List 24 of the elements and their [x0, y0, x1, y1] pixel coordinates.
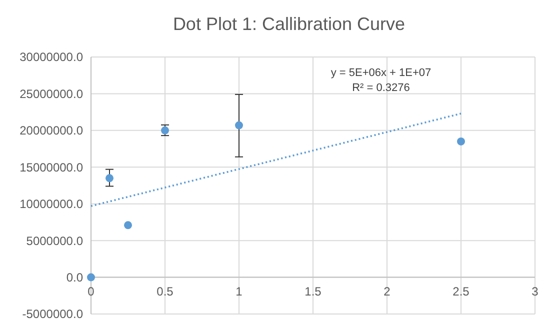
x-tick-label: 1.5	[304, 284, 322, 298]
x-tick-label: 0.5	[156, 284, 174, 298]
point	[161, 126, 169, 134]
point	[87, 273, 95, 282]
annotation: R² = 0.3276	[352, 82, 410, 94]
y-tick-label: 25000000.0	[20, 86, 84, 101]
y-tick-label: 0.0	[66, 270, 84, 284]
point	[124, 221, 132, 230]
y-tick-label: 20000000.0	[20, 124, 84, 138]
y-tick-label: 5000000.0	[26, 234, 84, 248]
x-tick-label: 2	[384, 284, 391, 298]
point	[106, 174, 114, 182]
y-tick-label: -5000000.0	[22, 307, 84, 322]
annotation: y = 5E+06x + 1E+07	[330, 67, 432, 79]
point	[235, 121, 243, 130]
x-tick-label: 2.5	[452, 284, 470, 298]
x-tick-label: 3	[532, 284, 539, 298]
chart-title: Dot Plot 1: Callibration Curve	[172, 14, 406, 34]
y-tick-label: 10000000.0	[20, 197, 84, 212]
y-tick-label: 30000000.0	[20, 50, 84, 64]
y-tick-label: 15000000.0	[20, 160, 84, 174]
x-tick-label: 1	[236, 284, 243, 298]
point	[457, 137, 465, 146]
x-tick-label: 0	[88, 284, 95, 298]
